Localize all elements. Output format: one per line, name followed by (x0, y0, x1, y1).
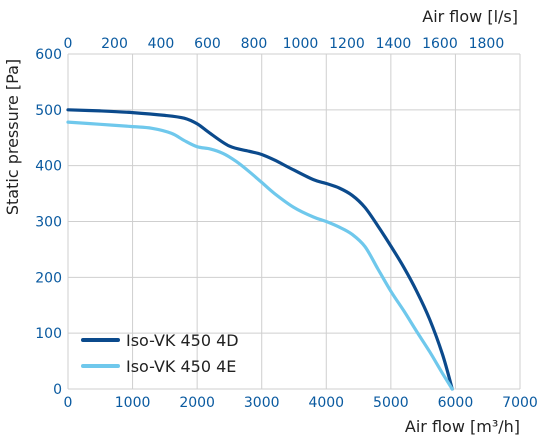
x-tick-label: 2000 (179, 395, 215, 411)
series-line-0 (66, 108, 454, 391)
legend-label-4e: Iso-VK 450 4E (126, 357, 236, 376)
y-tick-label: 300 (35, 215, 62, 231)
y-axis-title: Static pressure [Pa] (3, 59, 22, 215)
x2-axis-title: Air flow [l/s] (422, 7, 518, 26)
y-tick-label: 600 (35, 47, 62, 63)
x2-tick-label: 1800 (469, 36, 505, 52)
y-tick-label: 400 (35, 159, 62, 175)
x-tick-label: 6000 (438, 395, 474, 411)
x-axis-title: Air flow [m³/h] (405, 417, 520, 436)
x2-tick-label: 1400 (376, 36, 412, 52)
legend: Iso-VK 450 4D Iso-VK 450 4E (81, 331, 239, 376)
y-tick-label: 500 (35, 103, 62, 119)
x-tick-label: 5000 (373, 395, 409, 411)
y-tick-label: 200 (35, 270, 62, 286)
x2-tick-label: 200 (101, 36, 128, 52)
legend-label-4d: Iso-VK 450 4D (126, 331, 239, 350)
series-line-1 (66, 120, 454, 391)
y-tick-label: 0 (53, 382, 62, 398)
x2-tick-label: 1000 (283, 36, 319, 52)
x-tick-label: 4000 (308, 395, 344, 411)
x2-tick-label: 1600 (422, 36, 458, 52)
series-lines (66, 108, 454, 391)
y-tick-label: 100 (35, 326, 62, 342)
x-tick-label: 1000 (115, 395, 151, 411)
x-tick-label: 7000 (502, 395, 538, 411)
x-tick-label: 3000 (244, 395, 280, 411)
x-tick-label: 0 (64, 395, 73, 411)
x2-tick-label: 1200 (329, 36, 365, 52)
x2-tick-label: 600 (194, 36, 221, 52)
x2-tick-label: 0 (64, 36, 73, 52)
x2-tick-label: 800 (241, 36, 268, 52)
grid (67, 53, 521, 390)
x2-tick-label: 400 (148, 36, 175, 52)
